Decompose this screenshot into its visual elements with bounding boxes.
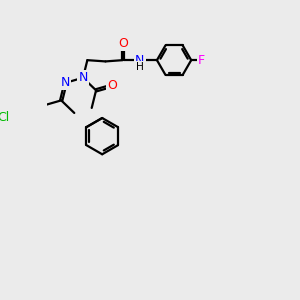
- Text: F: F: [198, 54, 205, 67]
- Text: N: N: [78, 71, 88, 84]
- Text: H: H: [136, 62, 144, 72]
- Text: O: O: [118, 37, 128, 50]
- Text: N: N: [61, 76, 70, 89]
- Text: N: N: [135, 54, 145, 67]
- Text: O: O: [107, 79, 117, 92]
- Text: Cl: Cl: [0, 111, 9, 124]
